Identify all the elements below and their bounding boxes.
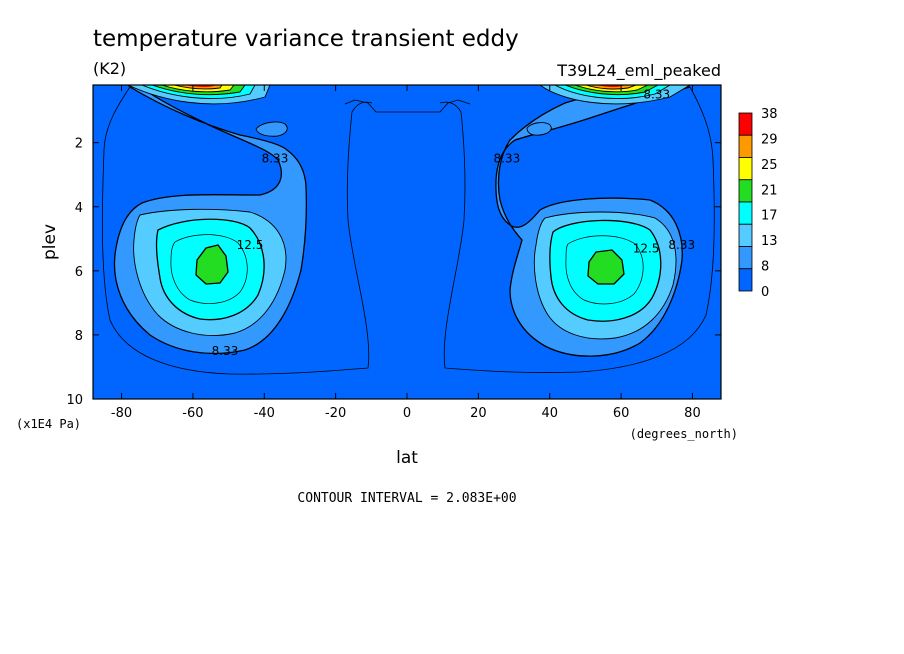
colorbar-swatch	[738, 112, 753, 136]
contour-label: 12.5	[633, 241, 660, 255]
x-tick-label: -20	[325, 406, 346, 421]
x-tick-label: 40	[541, 406, 558, 421]
strat-peak-north	[539, 85, 691, 105]
x-axis: -80 -60 -40 -20 0 20 40 60 80	[111, 85, 701, 421]
contour-label: 8.33	[668, 238, 695, 252]
contour-line-background-right	[439, 86, 715, 373]
strat-peak-south	[127, 85, 271, 105]
colorbar-label: 0	[761, 285, 769, 300]
colorbar-label: 38	[761, 107, 778, 122]
colorbar-swatch	[738, 201, 753, 225]
contour-line-background-left	[101, 86, 373, 375]
contour-label: 8.33	[262, 152, 289, 166]
colorbar-swatch	[738, 223, 753, 247]
x-tick-label: -60	[182, 406, 203, 421]
y-tick-label: 8	[75, 329, 83, 344]
x-axis-units: (degrees_north)	[630, 427, 738, 441]
y-tick-label: 4	[75, 201, 83, 216]
colorbar-label: 8	[761, 260, 769, 275]
x-tick-label: 20	[470, 406, 487, 421]
colorbar-label: 17	[761, 209, 778, 224]
colorbar-swatch	[738, 246, 753, 270]
contour-interval: CONTOUR INTERVAL = 2.083E+00	[297, 491, 516, 506]
x-tick-label: -80	[111, 406, 132, 421]
colorbar-swatch	[738, 157, 753, 181]
dataset-label: T39L24_eml_peaked	[556, 61, 721, 81]
colorbar-swatch	[738, 134, 753, 158]
y-axis-label: plev	[40, 224, 60, 260]
y-axis-units: (x1E4 Pa)	[16, 417, 81, 431]
y-tick-label: 10	[66, 393, 83, 408]
x-tick-label: 80	[684, 406, 701, 421]
island-south	[255, 121, 288, 137]
colorbar-swatch	[738, 179, 753, 203]
colorbar-label: 21	[761, 183, 778, 198]
units-label: (K2)	[93, 59, 126, 78]
contour-labels: 8.33 12.5 8.33 8.33 12.5 8.33 8.33	[212, 88, 695, 358]
x-axis-label: lat	[396, 448, 418, 468]
chart-title: temperature variance transient eddy	[93, 26, 519, 52]
y-tick-label: 6	[75, 265, 83, 280]
colorbar-label: 29	[761, 132, 778, 147]
x-tick-label: -40	[254, 406, 275, 421]
inner-contour-north	[565, 235, 644, 305]
contour-line-top-center	[344, 99, 471, 113]
island-north	[526, 122, 552, 136]
level-21-maximum-south	[195, 244, 229, 285]
colorbar-label: 25	[761, 158, 778, 173]
colorbar: 38 29 25 21 17 13 8 0	[738, 107, 778, 300]
inner-contour-south	[170, 234, 248, 304]
x-tick-label: 0	[403, 406, 411, 421]
colorbar-swatch	[738, 268, 753, 292]
y-tick-label: 2	[75, 137, 83, 152]
contour-label: 8.33	[643, 88, 670, 102]
contour-label: 8.33	[212, 344, 239, 358]
y-axis: 2 4 6 8 10	[66, 137, 721, 408]
colorbar-label: 13	[761, 234, 778, 249]
contour-field	[93, 85, 721, 399]
contour-label: 12.5	[237, 238, 264, 252]
x-tick-label: 60	[613, 406, 630, 421]
level-21-maximum-north	[587, 249, 625, 285]
contour-label: 8.33	[494, 152, 521, 166]
